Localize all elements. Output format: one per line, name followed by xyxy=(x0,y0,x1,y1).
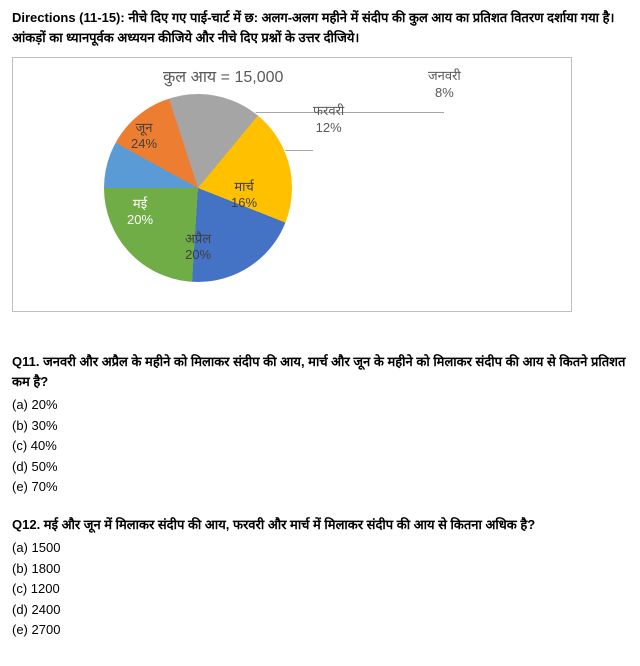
question-11: Q11. जनवरी और अप्रैल के महीने को मिलाकर … xyxy=(12,352,628,497)
slice-value: 24% xyxy=(131,136,157,152)
slice-label-may: मई 20% xyxy=(127,196,153,229)
directions-text: Directions (11-15): नीचे दिए गए पाई-चार्… xyxy=(12,8,628,47)
slice-value: 8% xyxy=(428,85,461,102)
slice-value: 12% xyxy=(313,120,344,137)
options-list: (a) 1500 (b) 1800 (c) 1200 (d) 2400 (e) … xyxy=(12,538,628,640)
option-e: (e) 70% xyxy=(12,477,628,497)
slice-label-march: मार्च 16% xyxy=(231,179,257,212)
slice-legend-jan: जनवरी 8% xyxy=(428,68,461,102)
slice-value: 20% xyxy=(185,247,211,263)
pie-chart: मार्च 16% अप्रैल 20% मई 20% जून 24% xyxy=(103,93,293,283)
option-b: (b) 30% xyxy=(12,416,628,436)
slice-label-june: जून 24% xyxy=(131,120,157,153)
option-c: (c) 1200 xyxy=(12,579,628,599)
slice-name: जून xyxy=(131,120,157,136)
slice-name: मई xyxy=(127,196,153,212)
chart-title: कुल आय = 15,000 xyxy=(163,66,283,90)
pie-chart-container: कुल आय = 15,000 जनवरी 8% फरवरी 12% मार्च… xyxy=(12,57,572,312)
option-d: (d) 2400 xyxy=(12,600,628,620)
option-a: (a) 20% xyxy=(12,395,628,415)
slice-name: अप्रैल xyxy=(185,231,211,247)
leader-line xyxy=(443,112,444,113)
slice-legend-feb: फरवरी 12% xyxy=(313,103,344,137)
slice-label-april: अप्रैल 20% xyxy=(185,231,211,264)
question-text: Q12. मई और जून में मिलाकर संदीप की आय, फ… xyxy=(12,515,628,535)
option-c: (c) 40% xyxy=(12,436,628,456)
slice-value: 16% xyxy=(231,195,257,211)
slice-name: मार्च xyxy=(231,179,257,195)
slice-value: 20% xyxy=(127,212,153,228)
question-text: Q11. जनवरी और अप्रैल के महीने को मिलाकर … xyxy=(12,352,628,391)
option-e: (e) 2700 xyxy=(12,620,628,640)
options-list: (a) 20% (b) 30% (c) 40% (d) 50% (e) 70% xyxy=(12,395,628,497)
option-b: (b) 1800 xyxy=(12,559,628,579)
option-a: (a) 1500 xyxy=(12,538,628,558)
option-d: (d) 50% xyxy=(12,457,628,477)
slice-name: फरवरी xyxy=(313,103,344,120)
question-12: Q12. मई और जून में मिलाकर संदीप की आय, फ… xyxy=(12,515,628,640)
slice-name: जनवरी xyxy=(428,68,461,85)
